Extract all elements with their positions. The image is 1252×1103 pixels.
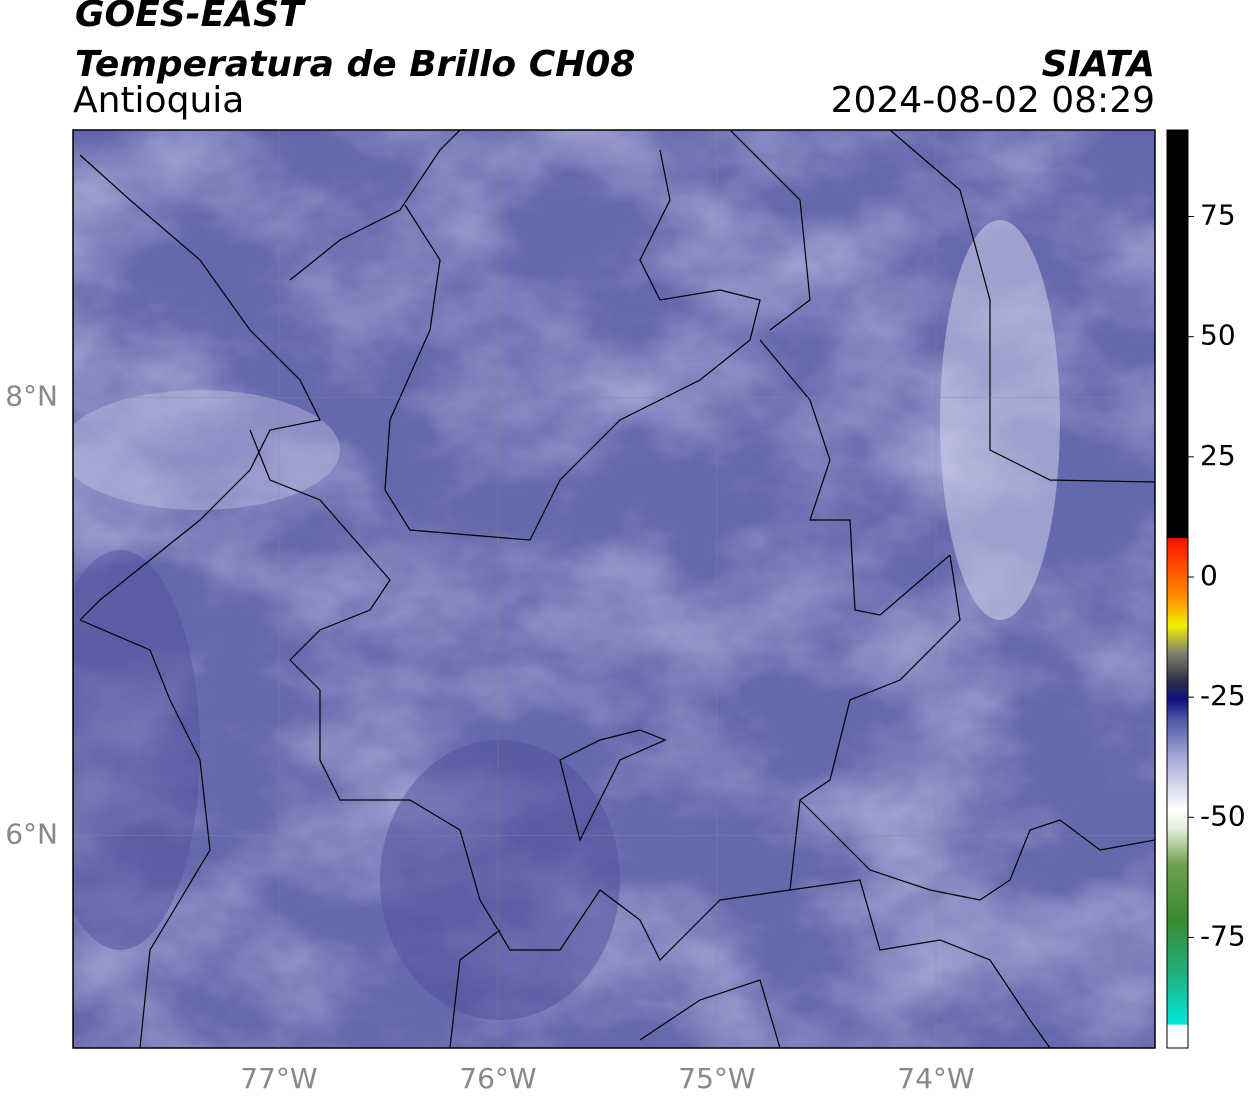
- colorbar-tick-label: 0: [1200, 559, 1218, 592]
- colorbar-tick-label: -25: [1200, 679, 1246, 712]
- y-tick-label: 8°N: [5, 379, 58, 412]
- source: SIATA: [1042, 44, 1155, 85]
- colorbar-tick-label: 25: [1200, 439, 1236, 472]
- subtitle: Temperatura de Brillo CH08: [75, 44, 635, 85]
- timestamp: 2024-08-02 08:29: [831, 80, 1155, 121]
- y-tick-label: 6°N: [5, 817, 58, 850]
- title: GOES-EAST: [75, 0, 306, 35]
- colorbar-tick-label: -50: [1200, 799, 1246, 832]
- colorbar-tick-label: 75: [1200, 199, 1236, 232]
- map-image: [73, 130, 1155, 1048]
- colorbar: [1166, 129, 1189, 1049]
- x-tick-label: 75°W: [678, 1062, 755, 1095]
- region: Antioquia: [73, 80, 244, 121]
- colorbar-tick-label: 50: [1200, 319, 1236, 352]
- x-tick-label: 76°W: [459, 1062, 536, 1095]
- x-tick-label: 74°W: [897, 1062, 974, 1095]
- colorbar-tick-label: -75: [1200, 919, 1246, 952]
- map-frame: [72, 129, 1156, 1049]
- x-tick-label: 77°W: [240, 1062, 317, 1095]
- borders: [79, 130, 1155, 1048]
